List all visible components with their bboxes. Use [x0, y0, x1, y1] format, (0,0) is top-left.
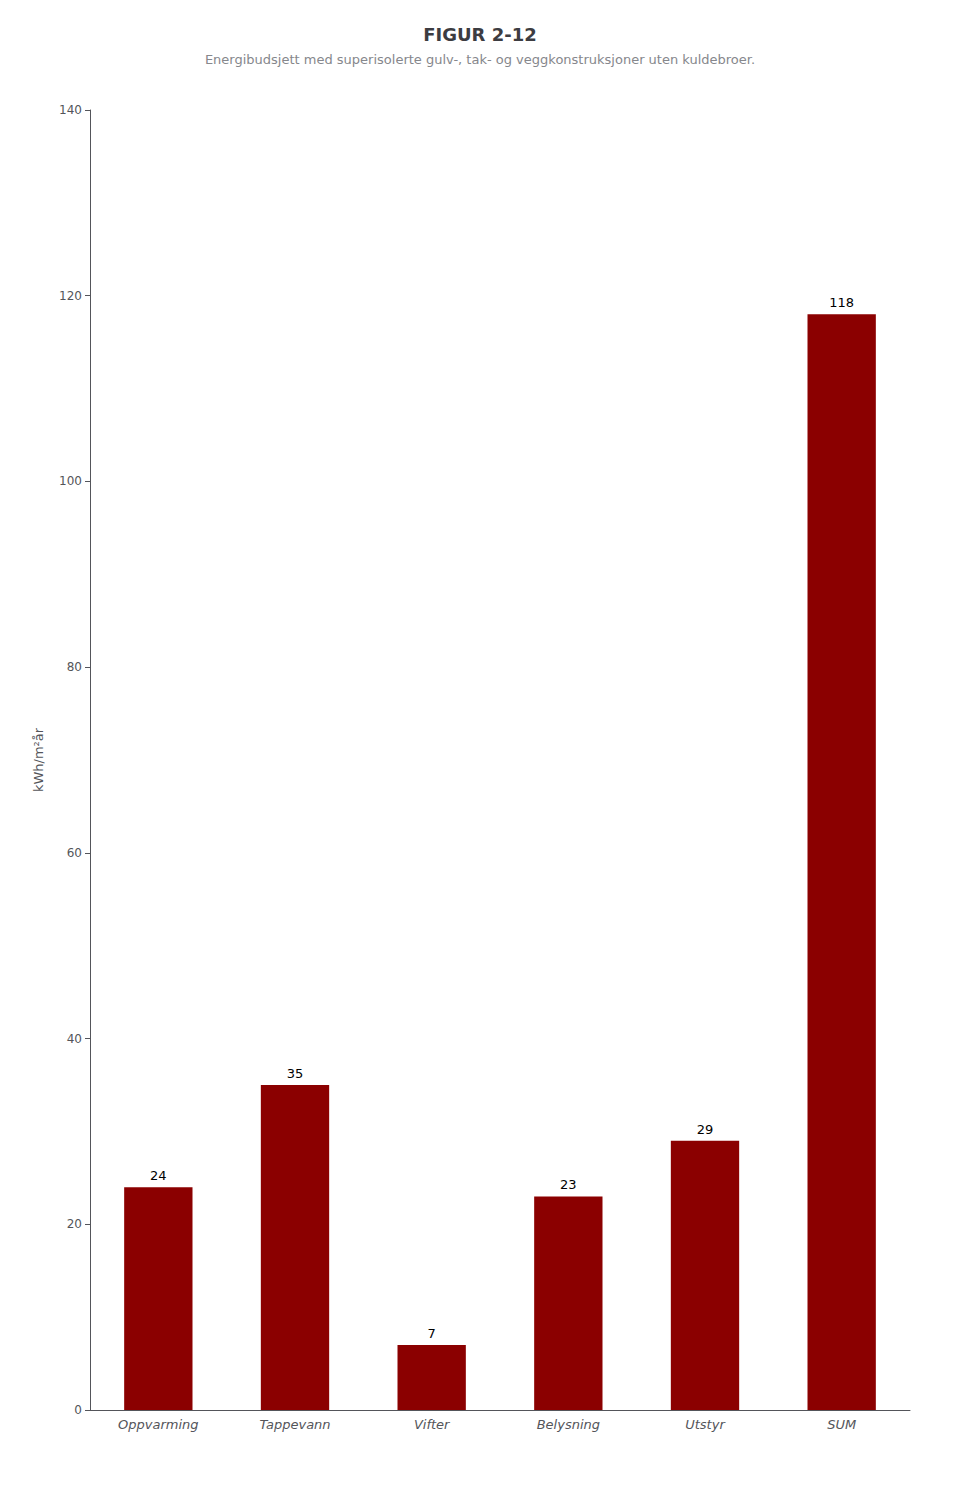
svg-text:60: 60: [67, 846, 82, 860]
svg-text:Belysning: Belysning: [537, 1417, 600, 1432]
svg-text:35: 35: [287, 1066, 304, 1081]
svg-text:Vifter: Vifter: [414, 1417, 451, 1432]
svg-text:Tappevann: Tappevann: [259, 1417, 330, 1432]
svg-text:0: 0: [74, 1403, 82, 1417]
svg-text:20: 20: [67, 1217, 82, 1231]
svg-text:100: 100: [59, 474, 82, 488]
svg-text:7: 7: [428, 1326, 436, 1341]
svg-text:24: 24: [150, 1168, 167, 1183]
svg-text:118: 118: [829, 295, 854, 310]
svg-text:Energibudsjett med superisoler: Energibudsjett med superisolerte gulv-, …: [205, 52, 755, 67]
svg-text:40: 40: [67, 1032, 82, 1046]
svg-text:SUM: SUM: [827, 1417, 856, 1432]
svg-text:29: 29: [697, 1122, 714, 1137]
svg-text:Utstyr: Utstyr: [685, 1417, 726, 1432]
svg-text:23: 23: [560, 1177, 577, 1192]
svg-text:80: 80: [67, 660, 82, 674]
svg-text:FIGUR 2-12: FIGUR 2-12: [423, 24, 537, 45]
svg-text:Oppvarming: Oppvarming: [118, 1417, 199, 1432]
svg-text:120: 120: [59, 289, 82, 303]
svg-text:140: 140: [59, 103, 82, 117]
svg-text:kWh/m²år: kWh/m²år: [31, 727, 46, 792]
